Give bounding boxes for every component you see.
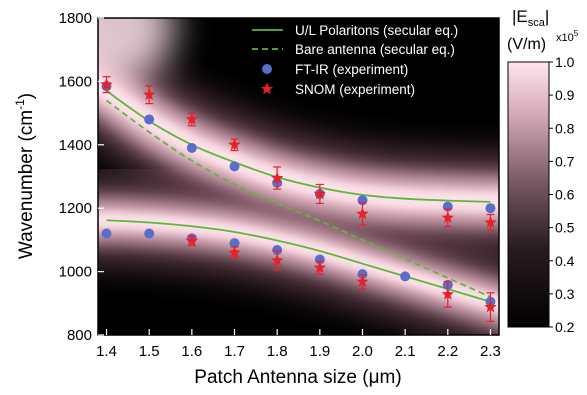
snom-point: [270, 254, 284, 266]
snom-point: [185, 112, 199, 125]
snom-point: [313, 261, 327, 274]
colorbar-title: |Esca|: [512, 7, 549, 29]
colorbar-tick-label: 0.5: [555, 220, 575, 236]
colorbar-ticks: 0.2 0.3 0.4 0.5 0.6 0.7 0.8 0.9 1.0: [549, 54, 575, 335]
series-layer: [100, 76, 497, 322]
colorbar-tick-label: 0.7: [555, 153, 575, 169]
x-tick-label: 1.5: [139, 343, 160, 360]
legend-label-polaritons: U/L Polaritons (secular eq.): [295, 23, 458, 38]
colorbar-tick-label: 0.3: [555, 286, 575, 302]
ftir-point: [229, 238, 240, 249]
legend-label-bare-antenna: Bare antenna (secular eq.): [295, 42, 455, 57]
colorbar-tick-label: 0.2: [555, 319, 575, 335]
colorbar-tick-label: 0.8: [555, 120, 575, 136]
y-tick-label: 1400: [59, 137, 92, 154]
ftir-point: [186, 142, 197, 153]
legend-label-snom: SNOM (experiment): [295, 82, 415, 97]
colorbar-tick-label: 0.4: [555, 253, 575, 269]
snom-point: [441, 211, 454, 223]
snom-point: [356, 275, 369, 287]
lower-polariton-line: [106, 219, 491, 303]
plot-frame: [97, 17, 500, 336]
y-tick-label: 1600: [59, 73, 92, 90]
axis-ticks: 1.4 1.5 1.6 1.7 1.8 1.9 2.0 2.1 2.2 2.3 800 1000 120…: [59, 10, 501, 360]
y-tick-label: 1200: [59, 200, 92, 217]
colorbar-tick-label: 0.9: [555, 87, 575, 103]
x-tick-label: 2.1: [395, 343, 416, 360]
ftir-point: [485, 203, 496, 214]
snom-point: [270, 171, 284, 184]
snom-point: [228, 138, 241, 151]
legend-swatch-ftir: [262, 64, 272, 74]
snom-point: [143, 88, 156, 100]
snom-point: [441, 287, 454, 300]
ftir-point: [144, 114, 155, 125]
x-axis-label: Patch Antenna size (μm): [194, 367, 401, 388]
y-tick-label: 1800: [59, 10, 92, 27]
upper-polariton-line: [106, 90, 491, 203]
legend-label-ftir: FT-IR (experiment): [295, 62, 408, 77]
y-tick-label: 800: [67, 327, 92, 344]
snom-point: [484, 215, 497, 228]
colorbar-tick-label: 0.6: [555, 187, 575, 203]
x-tick-label: 1.7: [224, 343, 245, 360]
ftir-point: [229, 161, 240, 172]
y-axis-label: Wavenumber (cm-1): [13, 93, 37, 259]
x-tick-label: 1.9: [309, 343, 330, 360]
x-tick-label: 2.2: [437, 343, 458, 360]
ftir-point: [272, 245, 283, 256]
legend-swatch-snom: [260, 82, 274, 95]
ftir-point: [400, 271, 411, 282]
colorbar-multiplier: x105: [556, 29, 579, 44]
colorbar-gradient: [508, 62, 549, 327]
snom-point: [356, 207, 369, 220]
x-tick-label: 1.6: [181, 343, 202, 360]
snom-point: [185, 234, 199, 247]
heatmap-glow-top-left: [98, 18, 176, 83]
snom-point: [484, 300, 497, 313]
ftir-point: [101, 228, 112, 239]
snom-point: [100, 78, 113, 90]
ftir-point: [357, 269, 368, 280]
bare-antenna-line: [105, 99, 491, 298]
snom-point: [228, 246, 241, 258]
x-tick-label: 1.8: [267, 343, 288, 360]
colorbar-unit: (V/m): [507, 36, 546, 53]
ftir-point: [144, 228, 155, 239]
legend: U/L Polaritons (secular eq.) Bare antenn…: [252, 23, 458, 97]
snom-point: [313, 187, 327, 200]
x-tick-label: 2.0: [352, 343, 373, 360]
x-tick-label: 1.4: [96, 343, 117, 360]
y-tick-label: 1000: [59, 264, 92, 281]
colorbar-tick-label: 1.0: [555, 54, 575, 70]
colorbar: 0.2 0.3 0.4 0.5 0.6 0.7 0.8 0.9 1.0 |Esca| (V/m)…: [507, 7, 579, 335]
x-tick-label: 2.3: [480, 343, 501, 360]
legend-star-icon: [260, 82, 274, 95]
